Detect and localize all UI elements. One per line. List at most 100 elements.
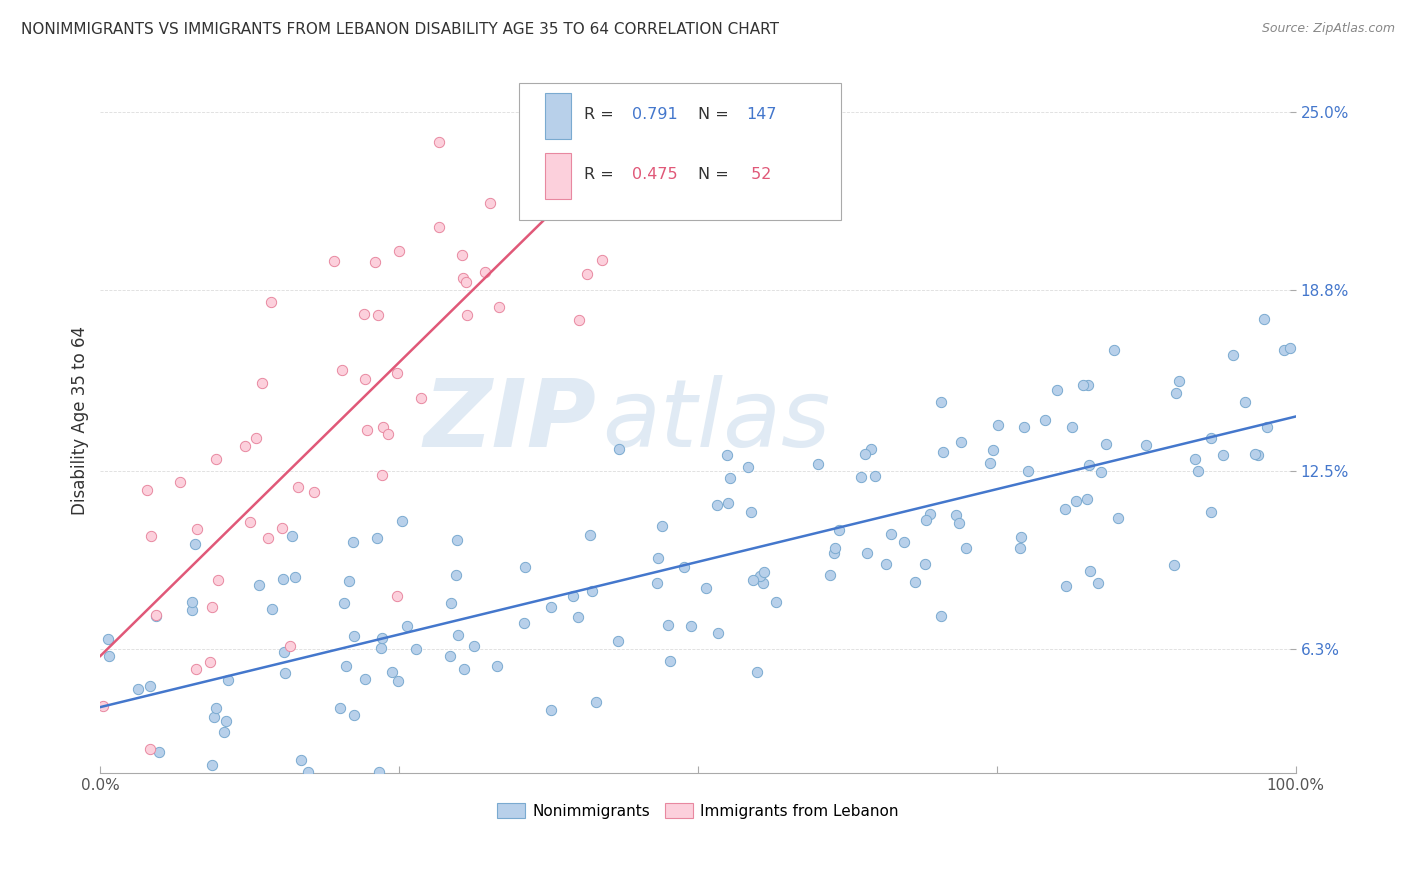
FancyBboxPatch shape (546, 153, 571, 199)
Point (297, 764, 319, 779)
Point (706, 626, 728, 640)
Point (342, 534, 364, 549)
Point (97, 632, 120, 647)
Point (385, 590, 408, 604)
Point (567, 609, 589, 624)
Point (135, 483, 157, 498)
Point (716, 448, 738, 462)
Point (1017, 464, 1039, 478)
Point (860, 442, 883, 457)
Point (456, 308, 478, 322)
Point (186, 662, 208, 676)
Point (581, 584, 603, 599)
Point (342, 707, 364, 722)
Point (948, 516, 970, 531)
Point (1246, 448, 1268, 462)
Point (385, 366, 408, 380)
Point (893, 534, 915, 549)
Point (370, 467, 392, 482)
Text: ZIP: ZIP (423, 375, 596, 467)
Point (879, 527, 901, 541)
Point (904, 575, 927, 590)
Text: 52: 52 (745, 167, 770, 182)
Point (454, 276, 477, 290)
Point (367, 308, 389, 322)
Point (1163, 558, 1185, 573)
Point (1094, 437, 1116, 451)
Point (304, 485, 326, 500)
Point (205, 700, 228, 714)
Point (217, 673, 239, 687)
Point (332, 363, 354, 377)
Point (274, 665, 297, 680)
Point (749, 569, 772, 583)
Point (354, 672, 377, 686)
Point (562, 589, 585, 603)
Point (576, 267, 599, 281)
Point (979, 456, 1001, 470)
Point (290, 753, 312, 767)
Point (1010, 530, 1032, 544)
Point (1090, 466, 1112, 480)
Point (534, 190, 557, 204)
Point (540, 600, 562, 615)
Point (273, 645, 295, 659)
Point (367, 764, 389, 779)
Point (181, 795, 204, 809)
Point (439, 649, 461, 664)
Point (181, 595, 204, 609)
Point (333, 596, 356, 610)
Point (139, 679, 162, 693)
Point (427, 135, 450, 149)
Point (807, 457, 830, 471)
Point (145, 607, 167, 622)
Point (585, 695, 607, 709)
Point (91, 698, 114, 713)
Point (181, 602, 204, 616)
Point (1062, 419, 1084, 434)
Point (260, 295, 283, 310)
Point (659, 654, 682, 668)
Point (427, 219, 450, 234)
FancyBboxPatch shape (519, 83, 841, 220)
Point (440, 595, 463, 609)
Point (451, 270, 474, 285)
Point (1166, 386, 1188, 401)
Point (388, 244, 411, 259)
Point (278, 640, 301, 654)
Point (1012, 420, 1035, 434)
Point (205, 452, 228, 467)
Point (273, 572, 295, 586)
Point (329, 700, 352, 714)
Point (186, 522, 208, 536)
Point (249, 578, 271, 592)
Point (1064, 493, 1087, 508)
Point (446, 628, 468, 642)
Point (647, 551, 669, 566)
Point (915, 513, 938, 527)
Point (1222, 348, 1244, 362)
Text: Source: ZipAtlas.com: Source: ZipAtlas.com (1261, 22, 1395, 36)
Point (1078, 565, 1101, 579)
Point (1046, 383, 1069, 397)
Point (395, 618, 418, 632)
Point (606, 633, 628, 648)
Point (929, 608, 952, 623)
Point (405, 642, 427, 657)
Point (198, 656, 221, 670)
Point (463, 639, 485, 653)
Point (1234, 394, 1257, 409)
Point (337, 574, 360, 588)
Point (108, 795, 131, 809)
Text: 0.791: 0.791 (633, 107, 678, 122)
Text: NONIMMIGRANTS VS IMMIGRANTS FROM LEBANON DISABILITY AGE 35 TO 64 CORRELATION CHA: NONIMMIGRANTS VS IMMIGRANTS FROM LEBANON… (21, 22, 779, 37)
Point (513, 616, 536, 631)
Point (479, 196, 502, 211)
Point (855, 447, 877, 461)
FancyBboxPatch shape (546, 93, 571, 139)
Point (568, 312, 591, 326)
Point (97, 649, 120, 664)
Point (215, 714, 238, 729)
Point (863, 468, 886, 483)
Y-axis label: Disability Age 35 to 64: Disability Age 35 to 64 (72, 326, 89, 515)
